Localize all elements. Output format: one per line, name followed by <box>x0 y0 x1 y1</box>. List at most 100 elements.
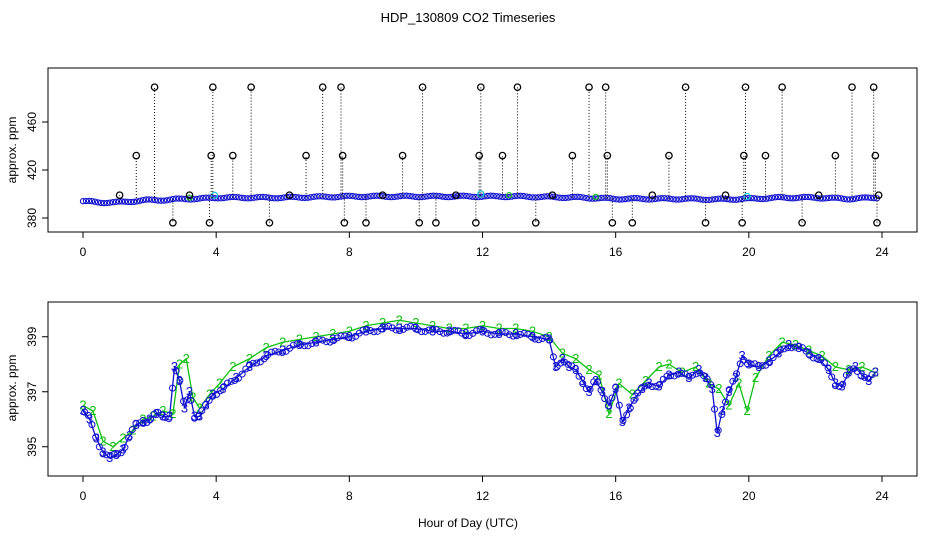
spike-point <box>681 83 690 92</box>
series-3-point <box>674 370 682 378</box>
spike-point <box>874 191 883 200</box>
series-3-point <box>754 361 762 369</box>
series-3-point <box>670 372 678 380</box>
top-x-tick-label: 0 <box>80 245 87 259</box>
series-3-point <box>714 426 722 434</box>
series-3-point <box>765 359 773 367</box>
baseline-point <box>88 198 96 205</box>
top-y-tick-label: 420 <box>25 160 39 180</box>
spike-point <box>871 151 880 160</box>
series-3-point <box>194 412 202 420</box>
spike-point <box>471 218 480 227</box>
baseline-point <box>253 194 260 201</box>
series-3-marker: 3 <box>462 326 469 341</box>
series-3-point <box>641 382 649 390</box>
series-3-point <box>297 340 305 348</box>
series-3-point <box>304 342 312 350</box>
series-2-marker: 2 <box>229 359 236 374</box>
series-3-point <box>326 338 334 346</box>
baseline-point <box>271 195 278 202</box>
baseline-point <box>484 192 491 200</box>
baseline-point <box>154 197 162 204</box>
baseline-point <box>751 195 758 202</box>
baseline-point <box>786 195 794 202</box>
top-x-tick-label: 24 <box>875 245 889 259</box>
series-3-point <box>846 366 854 374</box>
baseline-point <box>768 194 776 201</box>
baseline-point <box>307 194 314 201</box>
bot-y-tick-label: 397 <box>25 381 39 401</box>
series-3-point <box>198 407 206 415</box>
series-3-point <box>648 383 656 391</box>
spike-point <box>628 218 637 227</box>
series-3-point <box>139 419 147 427</box>
baseline-point <box>858 194 866 201</box>
series-2-marker: 2 <box>109 439 116 454</box>
series-3-point <box>396 327 404 335</box>
series-3-marker: 3 <box>665 367 672 382</box>
baseline-point <box>259 193 266 201</box>
series-2-marker: 2 <box>462 321 469 336</box>
series-3-marker: 3 <box>645 376 652 391</box>
series-2-marker: 2 <box>183 351 190 366</box>
baseline-point <box>846 196 854 203</box>
series-3-marker: 3 <box>191 409 198 424</box>
baseline-point <box>367 193 374 200</box>
baseline-point <box>265 194 272 201</box>
baseline-point <box>843 196 851 203</box>
baseline-point <box>487 192 494 199</box>
baseline-point <box>556 194 563 201</box>
series-3-marker: 3 <box>845 365 852 380</box>
series-3-marker: 3 <box>196 409 203 424</box>
baseline-point <box>130 198 138 205</box>
series-3-point <box>440 329 448 337</box>
series-3-point <box>601 395 609 403</box>
baseline-point <box>625 195 632 202</box>
baseline-point <box>151 196 159 204</box>
spike-point <box>185 191 194 200</box>
series-3-point <box>381 323 389 331</box>
series-3-marker: 3 <box>246 359 253 374</box>
series-3-point <box>110 450 118 458</box>
series-3-point <box>136 419 144 427</box>
series-3-marker: 3 <box>552 359 559 374</box>
series-3-point <box>128 426 136 434</box>
baseline-point <box>454 192 461 200</box>
series-3-point <box>223 379 231 387</box>
baseline-point <box>79 198 87 205</box>
baseline-point <box>697 196 704 203</box>
baseline-point <box>562 194 569 202</box>
series-2-marker: 2 <box>176 356 183 371</box>
baseline-point <box>391 193 398 201</box>
baseline-point <box>765 195 773 202</box>
baseline-point <box>445 193 452 201</box>
baseline-point <box>361 193 368 201</box>
series-3-point <box>293 340 301 348</box>
series-3-point <box>751 360 759 368</box>
series-3-point <box>88 421 96 429</box>
baseline-point <box>688 195 695 202</box>
baseline-point <box>202 194 209 201</box>
series-2-marker: 2 <box>605 406 612 421</box>
spike-point <box>701 218 710 227</box>
spike-point <box>798 218 806 227</box>
series-3-point <box>216 387 224 395</box>
series-2-marker: 2 <box>362 318 369 333</box>
baseline-point <box>331 194 338 201</box>
baseline-point <box>655 195 662 202</box>
series-2-marker: 2 <box>129 422 136 437</box>
baseline-point <box>310 193 317 200</box>
chart-title: HDP_130809 CO2 Timeseries <box>381 10 556 25</box>
baseline-point <box>106 199 114 206</box>
spike-point <box>848 83 856 92</box>
baseline-point <box>241 195 248 202</box>
baseline-point <box>855 194 863 202</box>
series-3-point <box>538 335 546 343</box>
baseline-point <box>783 194 791 202</box>
baseline-point <box>466 193 473 200</box>
baseline-point <box>157 197 165 204</box>
series-3-point <box>780 345 788 353</box>
baseline-point <box>100 199 108 207</box>
series-3-point <box>443 329 451 337</box>
